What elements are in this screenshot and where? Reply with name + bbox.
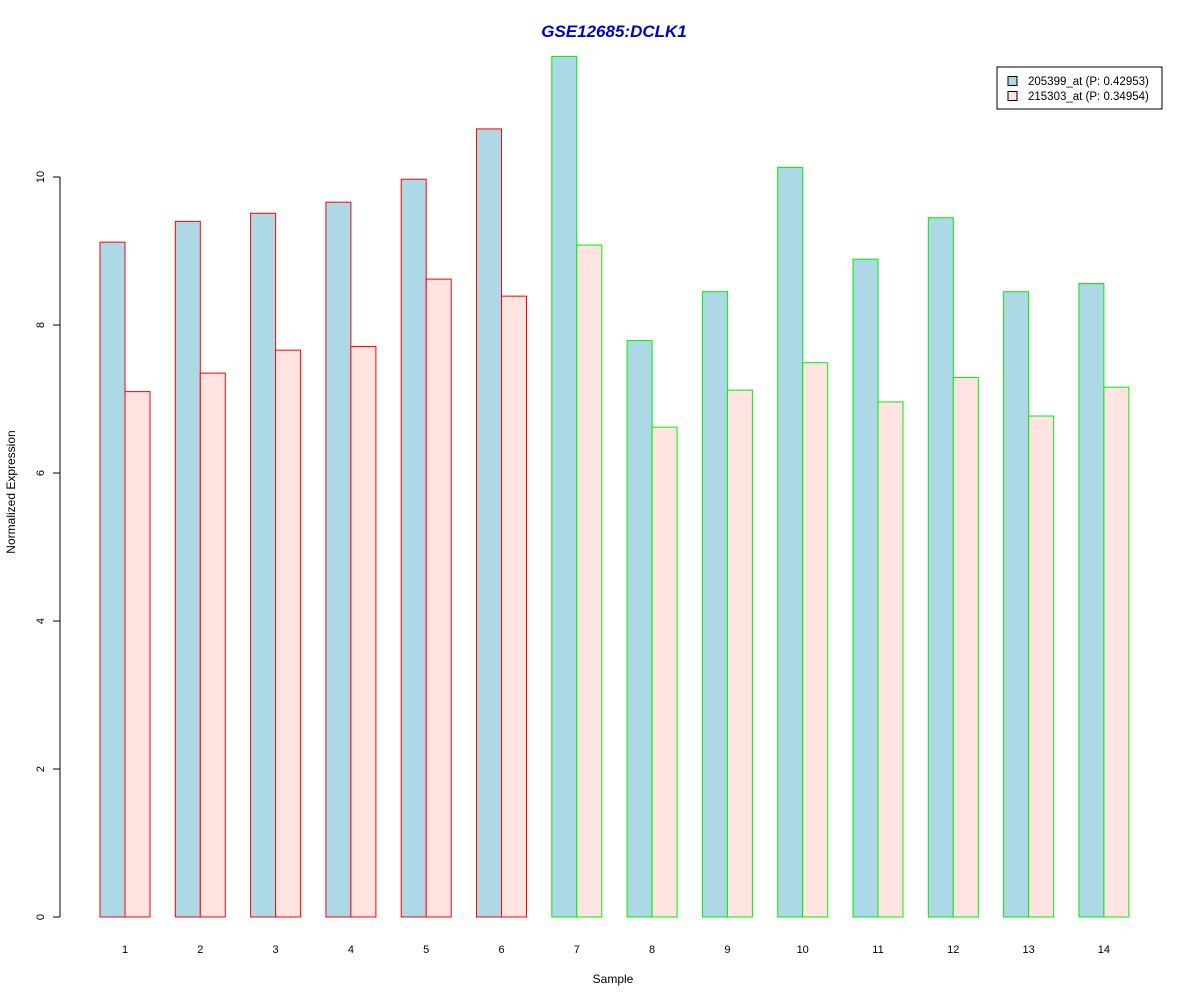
bar-series2-sample-10	[802, 362, 829, 918]
x-tick-label: 9	[724, 944, 730, 956]
x-tick-label: 12	[947, 944, 959, 956]
x-tick-label: 4	[348, 944, 354, 956]
bar-series1-sample-14	[1078, 283, 1105, 918]
bar-series1-sample-11	[852, 258, 879, 918]
legend-swatch-1	[1007, 76, 1018, 86]
x-tick-label: 11	[872, 944, 883, 956]
bar-series2-sample-9	[726, 389, 753, 918]
legend: 205399_at (P: 0.42953) 215303_at (P: 0.34…	[996, 66, 1163, 110]
x-tick-labels: 1 2 3 4 5 6 7 8 9 10 11 12 13 14	[122, 944, 1110, 956]
bar-series1-sample-3	[250, 212, 277, 918]
y-tick-label: 10	[35, 171, 47, 183]
bar-series1-sample-9	[701, 291, 728, 918]
x-tick-label: 5	[423, 944, 429, 956]
y-axis-label: Normalized Expression	[4, 430, 18, 553]
bar-series1-sample-10	[777, 166, 804, 918]
x-tick-label: 10	[797, 944, 809, 956]
bar-series2-sample-5	[425, 278, 452, 918]
bar-series2-sample-3	[275, 349, 302, 918]
bar-series1-sample-7	[551, 55, 578, 918]
bar-series1-sample-6	[476, 128, 502, 918]
bar-series2-sample-6	[501, 295, 527, 918]
x-axis-label: Sample	[593, 972, 634, 986]
bar-series1-sample-8	[626, 340, 653, 918]
chart-title: GSE12685:DCLK1	[541, 22, 687, 41]
legend-swatch-2	[1007, 91, 1018, 101]
y-tick-label: 2	[35, 766, 47, 772]
bar-series1-sample-1	[99, 241, 126, 918]
bar-series2-sample-14	[1103, 386, 1130, 918]
x-tick-label: 14	[1098, 944, 1110, 956]
bar-series2-sample-2	[199, 372, 226, 918]
legend-label-1: 205399_at (P: 0.42953)	[1028, 76, 1149, 88]
x-tick-label: 2	[197, 944, 203, 956]
bar-series2-sample-8	[651, 426, 678, 918]
bar-series1-sample-5	[400, 178, 427, 918]
y-axis: 0 2 4 6 8 10	[35, 171, 61, 920]
bar-series1-sample-13	[1003, 291, 1030, 918]
y-tick-label: 8	[35, 322, 47, 328]
bar-series2-sample-13	[1028, 415, 1055, 918]
legend-label-2: 215303_at (P: 0.34954)	[1028, 91, 1149, 103]
bars-group	[99, 55, 1130, 918]
legend-box	[996, 66, 1163, 110]
x-tick-label: 3	[273, 944, 279, 956]
x-tick-label: 8	[649, 944, 655, 956]
bar-series2-sample-7	[576, 244, 603, 918]
bar-series2-sample-1	[124, 391, 151, 918]
bar-series1-sample-4	[325, 201, 352, 918]
y-tick-label: 0	[35, 914, 47, 920]
x-tick-label: 6	[498, 944, 504, 956]
bar-series1-sample-12	[927, 217, 954, 918]
x-tick-label: 13	[1022, 944, 1034, 956]
x-tick-label: 7	[574, 944, 580, 956]
y-tick-label: 6	[35, 470, 47, 476]
bar-series2-sample-12	[952, 377, 979, 918]
y-tick-label: 4	[35, 618, 47, 624]
x-tick-label: 1	[122, 944, 128, 956]
bar-series2-sample-11	[877, 401, 904, 918]
bar-series2-sample-4	[350, 345, 377, 918]
bar-series1-sample-2	[174, 220, 201, 918]
